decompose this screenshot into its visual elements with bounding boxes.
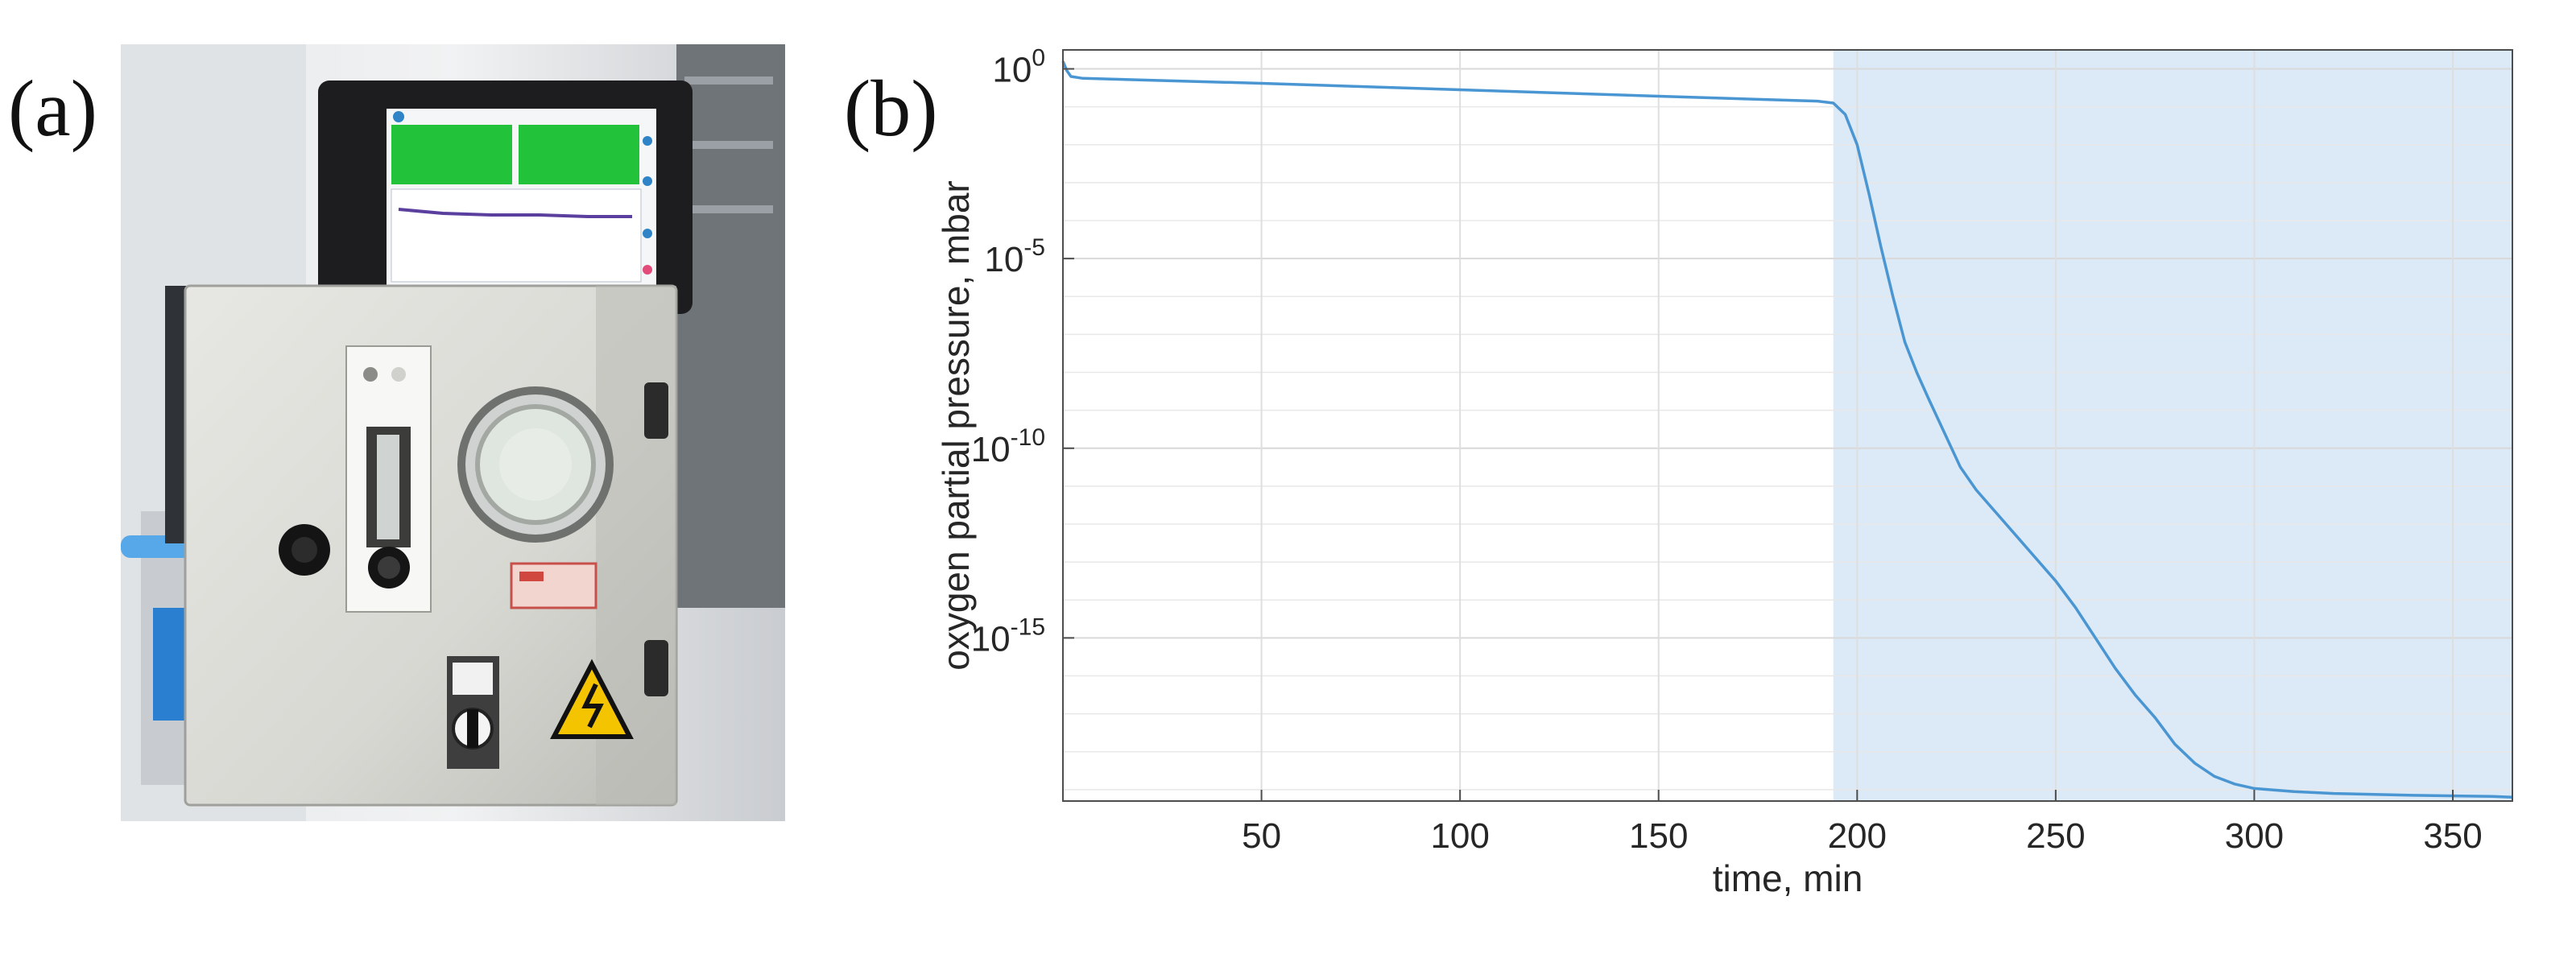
panel-label-a: (a) [8,64,97,153]
flow-meter [345,345,432,613]
y-tick-label: 10-10 [971,424,1045,469]
x-tick-label: 150 [1629,816,1688,856]
equipment-photo-svg [121,44,785,821]
oxygen-pressure-chart: 50 100 150 200 250 300 350 100 10-5 10-10 10-15 ti… [935,45,2513,899]
monitor [318,81,693,322]
panel-label-b: (b) [844,64,938,153]
x-tick-label: 200 [1828,816,1887,856]
y-axis-label: oxygen partial pressure, mbar [935,180,977,671]
x-tick-label: 350 [2423,816,2482,856]
rotary-switch [447,656,499,769]
x-tick-label: 300 [2225,816,2284,856]
x-tick-label: 100 [1430,816,1489,856]
series-line-0 [1061,60,2513,799]
y-tick-label: 10-15 [971,613,1045,659]
y-tick-label: 100 [992,45,1045,90]
x-axis-label: time, min [1713,857,1863,899]
equipment-photo [121,44,785,821]
viewport-window [457,386,614,543]
y-tick-label: 10-5 [984,234,1045,279]
warning-high-voltage-icon [550,659,634,739]
x-tick-label: 50 [1242,816,1281,856]
plot-area: 50 100 150 200 250 300 350 100 10-5 10-10 10-15 [971,45,2513,856]
axes-box [1062,49,2513,802]
x-tick-label: 250 [2026,816,2085,856]
shaded-region [1833,50,2512,801]
control-cabinet [184,284,678,807]
